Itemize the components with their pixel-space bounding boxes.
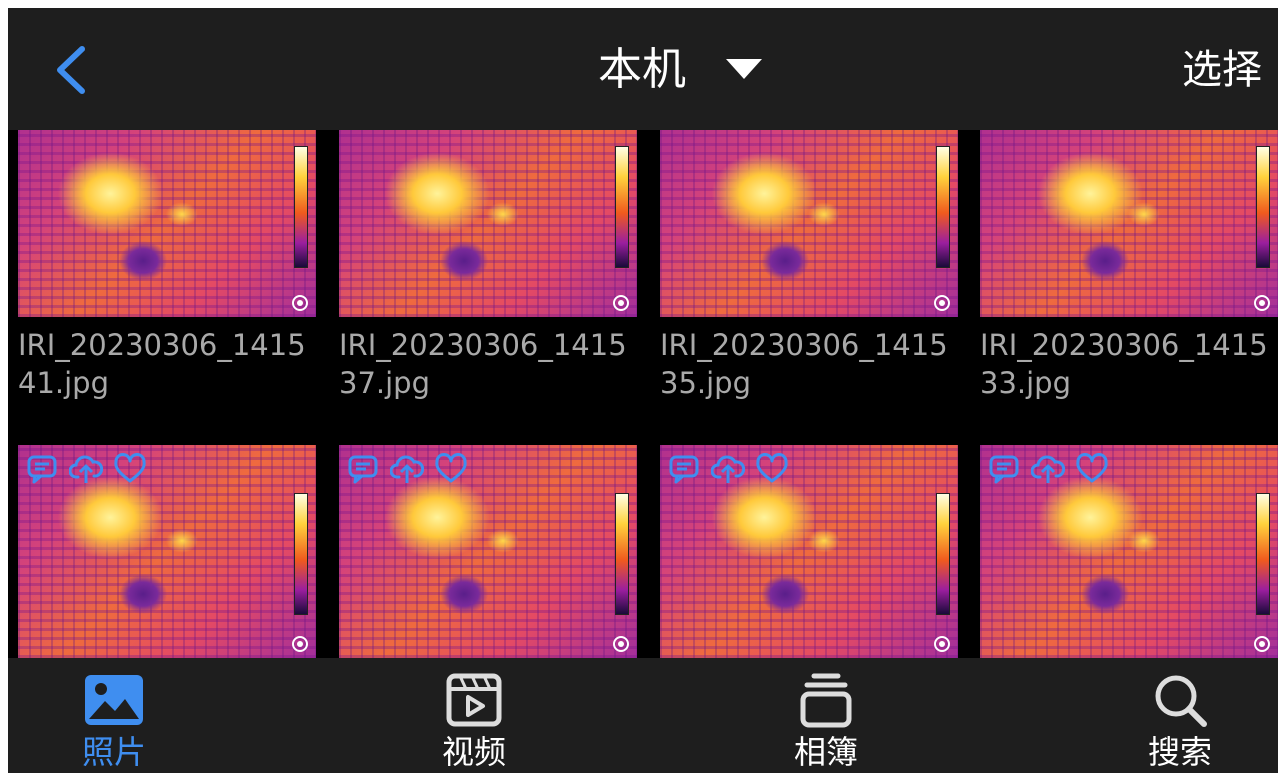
auto-mode-icon xyxy=(613,636,629,652)
temperature-scale xyxy=(1256,146,1270,268)
auto-mode-icon xyxy=(292,636,308,652)
photo-thumbnail[interactable] xyxy=(18,445,316,658)
nav-label-photos: 照片 xyxy=(81,733,146,771)
heart-icon[interactable] xyxy=(754,451,790,487)
photo-badges xyxy=(24,451,148,487)
nav-label-videos: 视频 xyxy=(441,733,506,771)
photo-thumbnail[interactable] xyxy=(980,445,1278,658)
auto-mode-icon xyxy=(1254,636,1270,652)
photo-filename: IRI_20230306_141537.jpg xyxy=(339,328,627,400)
auto-mode-icon xyxy=(613,295,629,311)
photo-thumbnail[interactable] xyxy=(660,445,958,658)
nav-item-photos[interactable]: 照片 xyxy=(14,658,214,773)
comment-icon[interactable] xyxy=(345,451,381,487)
comment-icon[interactable] xyxy=(666,451,702,487)
comment-icon[interactable] xyxy=(24,451,60,487)
cloud-upload-icon[interactable] xyxy=(68,451,104,487)
video-icon xyxy=(444,670,504,730)
photo-filename: IRI_20230306_141541.jpg xyxy=(18,328,306,400)
heart-icon[interactable] xyxy=(1074,451,1110,487)
source-dropdown[interactable]: 本机 xyxy=(598,38,762,102)
photo-badges xyxy=(986,451,1110,487)
nav-label-search: 搜索 xyxy=(1147,733,1212,771)
select-button[interactable]: 选择 xyxy=(1182,47,1262,93)
photo-filename: IRI_20230306_141535.jpg xyxy=(660,328,948,400)
top-bar: 本机 选择 xyxy=(8,8,1278,130)
comment-icon[interactable] xyxy=(986,451,1022,487)
temperature-scale xyxy=(936,146,950,268)
heart-icon[interactable] xyxy=(433,451,469,487)
temperature-scale xyxy=(1256,493,1270,615)
temperature-scale xyxy=(615,146,629,268)
cloud-upload-icon[interactable] xyxy=(389,451,425,487)
auto-mode-icon xyxy=(934,295,950,311)
cloud-upload-icon[interactable] xyxy=(1030,451,1066,487)
auto-mode-icon xyxy=(1254,295,1270,311)
chevron-left-icon xyxy=(57,46,85,94)
cloud-upload-icon[interactable] xyxy=(710,451,746,487)
nav-item-albums[interactable]: 相簿 xyxy=(726,658,926,773)
photo-thumbnail[interactable] xyxy=(980,130,1278,317)
image-icon xyxy=(84,670,144,730)
photo-filename: IRI_20230306_141533.jpg xyxy=(980,328,1268,400)
photo-badges xyxy=(345,451,469,487)
bottom-nav: 照片 视频 xyxy=(8,658,1278,773)
temperature-scale xyxy=(294,146,308,268)
caret-down-icon xyxy=(726,59,762,79)
photo-thumbnail[interactable] xyxy=(660,130,958,317)
nav-label-albums: 相簿 xyxy=(793,733,858,771)
search-icon xyxy=(1150,670,1210,730)
album-stack-icon xyxy=(796,670,856,730)
screen: 本机 选择 IRI_20230306_141541.jpg IRI_2023030… xyxy=(8,8,1278,773)
temperature-scale xyxy=(615,493,629,615)
photo-thumbnail[interactable] xyxy=(339,445,637,658)
back-button[interactable] xyxy=(48,42,92,98)
photo-badges xyxy=(666,451,790,487)
nav-item-search[interactable]: 搜索 xyxy=(1080,658,1278,773)
photo-thumbnail[interactable] xyxy=(18,130,316,317)
temperature-scale xyxy=(936,493,950,615)
heart-icon[interactable] xyxy=(112,451,148,487)
nav-item-videos[interactable]: 视频 xyxy=(374,658,574,773)
auto-mode-icon xyxy=(934,636,950,652)
temperature-scale xyxy=(294,493,308,615)
photo-thumbnail[interactable] xyxy=(339,130,637,317)
auto-mode-icon xyxy=(292,295,308,311)
page-title: 本机 xyxy=(598,44,686,95)
